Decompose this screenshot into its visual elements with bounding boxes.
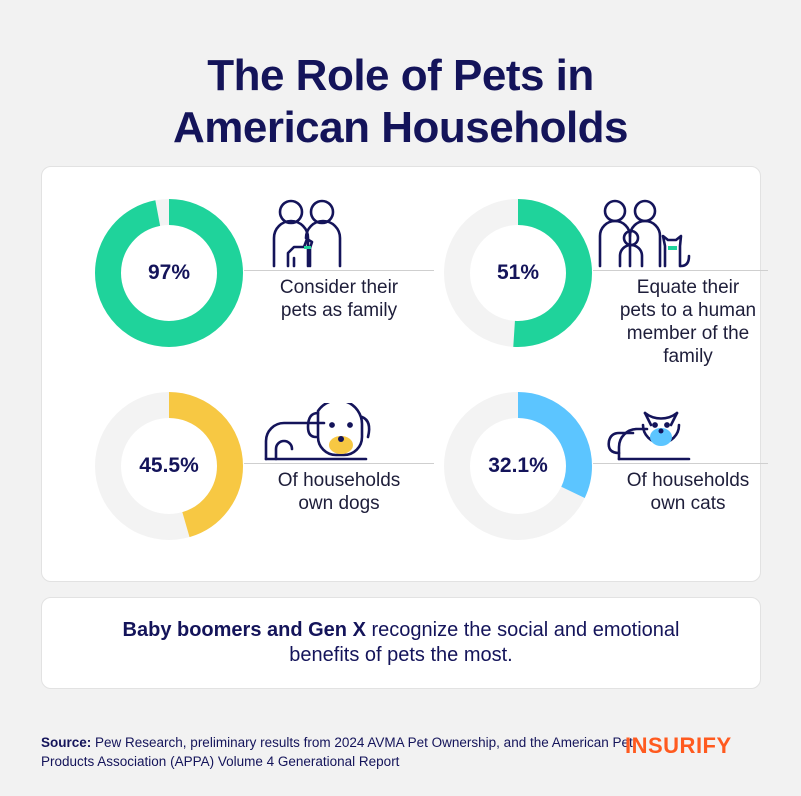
insight-rest: recognize the social and emotional benef… [289, 619, 680, 666]
cat-icon [607, 411, 691, 461]
stat-percent: 51% [496, 261, 540, 284]
insight-bold: Baby boomers and Gen X [122, 619, 366, 641]
donut-arc [444, 199, 592, 347]
two-people-with-dog-icon [272, 199, 342, 268]
stat-own-dogs: 45.5% Of households own dogs [94, 391, 434, 571]
dog-icon [264, 403, 371, 461]
stats-card: 97% Consider their pets as family 51% [41, 166, 768, 582]
divider [244, 463, 434, 464]
stat-percent: 32.1% [488, 454, 548, 477]
stat-own-cats: 32.1% Of households own cats [443, 391, 783, 571]
stat-label: Consider their pets as family [279, 277, 399, 321]
stat-consider-family: 97% Consider their pets as family [94, 198, 434, 378]
title-line-1: The Role of Pets in [207, 51, 594, 100]
donut-chart-97 [95, 199, 243, 347]
donut-arc [95, 199, 243, 347]
stat-equate-human: 51% Equate their pets to a human member … [443, 198, 783, 378]
divider [593, 270, 768, 271]
insurify-logo: INSURIFY [625, 733, 732, 758]
stat-label: Equate their pets to a human member of t… [619, 277, 757, 367]
donut-arc [444, 392, 592, 540]
family-with-cat-icon [598, 199, 691, 268]
stat-percent: 97% [147, 261, 191, 284]
donut-chart-45-5 [95, 392, 243, 540]
divider [593, 463, 768, 464]
page-title: The Role of Pets in American Households [0, 50, 801, 154]
stat-percent: 45.5% [139, 454, 199, 477]
stat-label: Of households own cats [626, 470, 750, 514]
donut-chart-51 [444, 199, 592, 347]
source-text: Pew Research, preliminary results from 2… [41, 735, 633, 769]
insight-text: Baby boomers and Gen X recognize the soc… [91, 618, 711, 668]
source-label: Source: [41, 735, 92, 750]
source-citation: Source: Pew Research, preliminary result… [41, 733, 641, 771]
donut-chart-32-1 [444, 392, 592, 540]
insight-note: Baby boomers and Gen X recognize the soc… [41, 597, 761, 689]
divider [244, 270, 434, 271]
donut-arc [95, 392, 243, 540]
title-line-2: American Households [172, 103, 629, 152]
stat-label: Of households own dogs [277, 470, 401, 514]
